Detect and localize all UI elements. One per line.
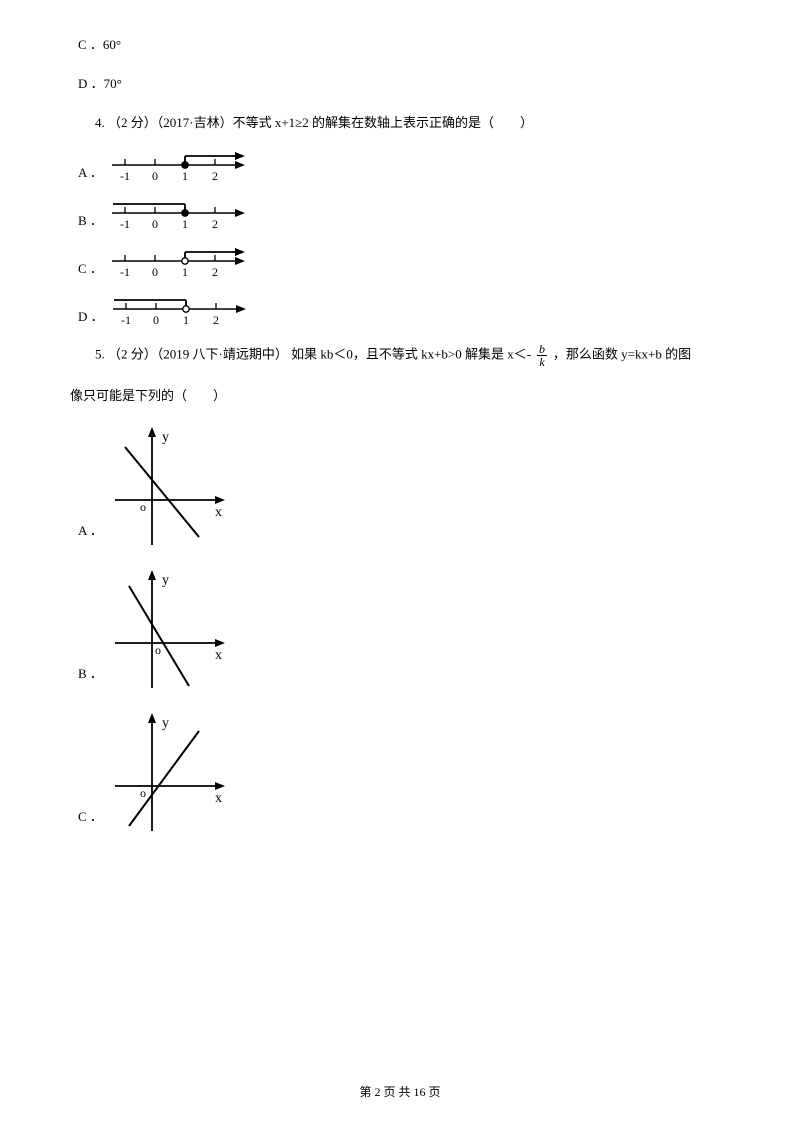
q5-text-pre: 5. （2 分）（2019 八下·靖远期中） 如果 kb＜0，且不等式 kx+b…	[95, 347, 534, 362]
svg-text:2: 2	[213, 313, 219, 327]
q5-option-b: B ． y x o	[78, 568, 730, 693]
svg-text:1: 1	[183, 313, 189, 327]
q4-text: 4. （2 分）（2017·吉林）不等式 x+1≥2 的解集在数轴上表示正确的是…	[95, 113, 730, 134]
svg-text:-1: -1	[120, 169, 130, 183]
svg-text:1: 1	[182, 265, 188, 279]
svg-text:x: x	[215, 791, 222, 806]
page-footer: 第 2 页 共 16 页	[0, 1083, 800, 1102]
svg-text:o: o	[140, 786, 146, 800]
graph-c: y x o	[107, 711, 227, 836]
svg-text:y: y	[162, 573, 169, 588]
q4-option-a: A ． -1 0 1 2	[78, 151, 730, 185]
svg-text:x: x	[215, 505, 222, 520]
svg-text:2: 2	[212, 217, 218, 231]
q4-option-a-label: A ．	[78, 163, 103, 186]
q4-option-b-label: B ．	[78, 211, 103, 234]
svg-text:1: 1	[182, 169, 188, 183]
q5-fraction: b k	[537, 343, 546, 368]
svg-text:-1: -1	[120, 217, 130, 231]
q5-text: 5. （2 分）（2019 八下·靖远期中） 如果 kb＜0，且不等式 kx+b…	[95, 343, 730, 368]
svg-text:1: 1	[182, 217, 188, 231]
numberline-c: -1 0 1 2	[107, 247, 247, 281]
svg-text:0: 0	[152, 217, 158, 231]
q5-frac-num: b	[539, 343, 545, 355]
q5-option-c-label: C ．	[78, 807, 103, 836]
q5-text-line2: 像只可能是下列的（ ）	[70, 386, 730, 407]
svg-text:-1: -1	[121, 313, 131, 327]
q3-option-d: D ．70°	[78, 74, 730, 95]
q5-option-b-label: B ．	[78, 664, 103, 693]
q5-option-a: A ． y x o	[78, 425, 730, 550]
numberline-d: -1 0 1 2	[108, 295, 248, 329]
q4-option-b: B ． -1 0 1 2	[78, 199, 730, 233]
numberline-b: -1 0 1 2	[107, 199, 247, 233]
svg-text:x: x	[215, 648, 222, 663]
q4-option-d: D ． -1 0 1 2	[78, 295, 730, 329]
svg-text:0: 0	[152, 265, 158, 279]
svg-text:2: 2	[212, 265, 218, 279]
graph-b: y x o	[107, 568, 227, 693]
svg-text:-1: -1	[120, 265, 130, 279]
q5-option-a-label: A ．	[78, 521, 103, 550]
svg-text:o: o	[140, 500, 146, 514]
numberline-a: -1 0 1 2	[107, 151, 247, 185]
svg-text:0: 0	[152, 169, 158, 183]
q5-option-c: C ． y x o	[78, 711, 730, 836]
svg-text:0: 0	[153, 313, 159, 327]
q5-text-mid: ，那么函数 y=kx+b 的图	[553, 347, 691, 362]
svg-text:y: y	[162, 430, 169, 445]
q4-option-c: C ． -1 0 1 2	[78, 247, 730, 281]
svg-text:o: o	[155, 643, 161, 657]
svg-text:2: 2	[212, 169, 218, 183]
q3-option-c: C ．60°	[78, 35, 730, 56]
q4-option-c-label: C ．	[78, 259, 103, 282]
q4-option-d-label: D ．	[78, 307, 104, 330]
svg-text:y: y	[162, 716, 169, 731]
graph-a: y x o	[107, 425, 227, 550]
q5-frac-den: k	[537, 355, 546, 368]
